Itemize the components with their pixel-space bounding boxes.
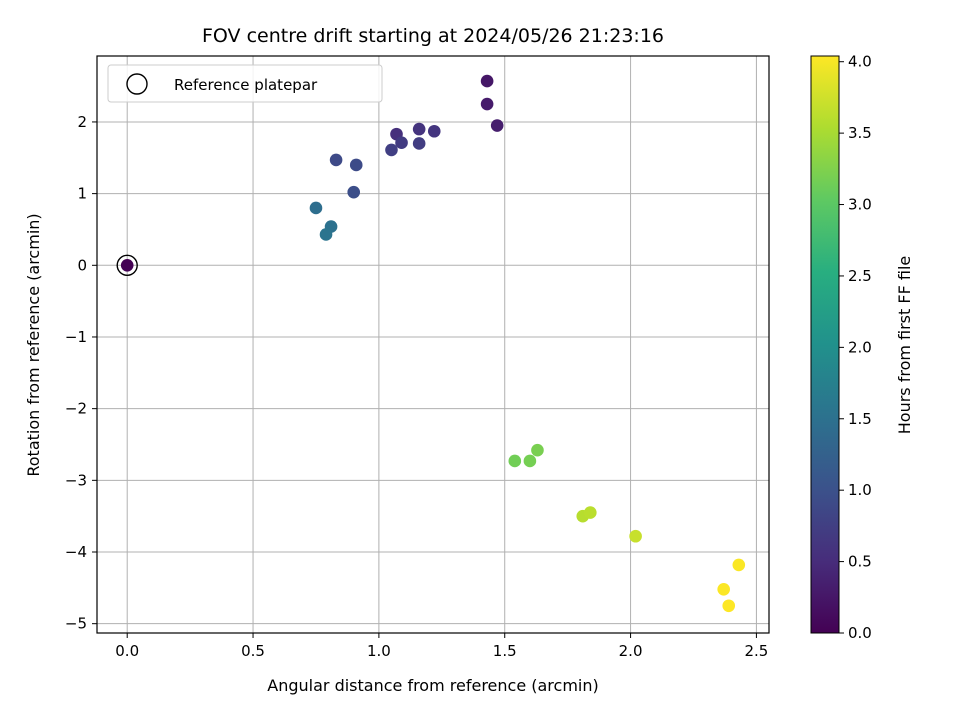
- data-point: [349, 158, 363, 172]
- y-axis-ticks: −5 −4 −3 −2 −1 0 1 2: [65, 113, 97, 633]
- colorbar-tick-label: 4.0: [848, 53, 872, 71]
- colorbar-tick-label: 2.5: [848, 267, 872, 285]
- y-tick-label: −3: [65, 471, 87, 489]
- x-axis-ticks: 0.0 0.5 1.0 1.5 2.0 2.5: [115, 633, 768, 660]
- colorbar-tick-label: 3.0: [848, 196, 872, 214]
- y-tick-label: −2: [65, 400, 87, 418]
- chart-title: FOV centre drift starting at 2024/05/26 …: [202, 25, 664, 47]
- colorbar-ticks: 0.0 0.5 1.0 1.5 2.0 2.5 3.0 3.5 4.0: [839, 53, 872, 642]
- reference-marker: [116, 254, 138, 276]
- reference-platepar-open-circle-icon: [116, 254, 138, 276]
- data-point: [412, 122, 426, 136]
- data-point: [427, 124, 441, 138]
- y-tick-label: 0: [77, 256, 87, 274]
- data-point: [584, 506, 597, 519]
- data-point: [120, 258, 134, 272]
- legend-entry-label: Reference platepar: [174, 76, 318, 94]
- x-tick-label: 2.5: [744, 642, 768, 660]
- data-point: [722, 599, 736, 613]
- data-point: [480, 74, 494, 88]
- y-tick-label: 1: [77, 185, 87, 203]
- data-point: [732, 558, 746, 572]
- data-point: [523, 454, 537, 468]
- colorbar-tick-label: 1.0: [848, 481, 872, 499]
- legend-box: [107, 64, 383, 103]
- colorbar-tick-label: 3.5: [848, 124, 872, 142]
- x-tick-label: 0.0: [115, 642, 139, 660]
- colorbar-tick-label: 0.0: [848, 624, 872, 642]
- data-point: [347, 185, 361, 199]
- colorbar: 0.0 0.5 1.0 1.5 2.0 2.5 3.0 3.5 4.0 Hours from f…: [810, 53, 914, 642]
- data-point: [319, 228, 333, 241]
- data-point: [309, 201, 323, 215]
- legend-marker-open-circle-icon: [126, 73, 148, 95]
- grid: [97, 56, 769, 633]
- data-point: [480, 97, 494, 111]
- y-tick-label: 2: [77, 113, 87, 131]
- x-tick-label: 2.0: [619, 642, 643, 660]
- y-tick-label: −1: [65, 328, 87, 346]
- x-tick-label: 0.5: [241, 642, 265, 660]
- data-point: [717, 582, 730, 596]
- x-tick-label: 1.0: [367, 642, 391, 660]
- x-axis-label: Angular distance from reference (arcmin): [267, 676, 598, 695]
- colorbar-gradient: [810, 55, 840, 634]
- colorbar-label: Hours from first FF file: [895, 256, 914, 435]
- y-tick-label: −4: [65, 543, 87, 561]
- colorbar-tick-label: 0.5: [848, 553, 872, 571]
- colorbar-tick-label: 2.0: [848, 338, 872, 356]
- legend: Reference platepar: [107, 64, 383, 103]
- data-point: [531, 443, 544, 457]
- data-point: [385, 143, 398, 157]
- plot-frame: [96, 55, 770, 634]
- y-axis-label: Rotation from reference (arcmin): [24, 213, 43, 476]
- colorbar-tick-label: 1.5: [848, 410, 872, 428]
- x-tick-label: 1.5: [493, 642, 517, 660]
- data-point: [395, 136, 408, 150]
- data-point: [329, 153, 343, 167]
- data-point: [412, 137, 426, 150]
- data-point: [508, 454, 522, 468]
- data-point: [629, 529, 642, 543]
- data-point: [490, 119, 504, 132]
- scatter-points: [120, 74, 746, 613]
- y-tick-label: −5: [65, 615, 87, 633]
